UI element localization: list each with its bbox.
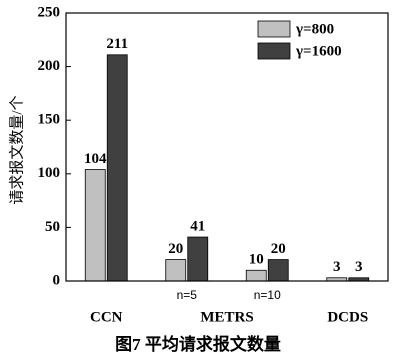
legend-label: γ=800: [295, 21, 334, 37]
y-tick-label: 150: [38, 112, 61, 128]
y-tick-label: 50: [45, 219, 60, 235]
y-tick-label: 100: [38, 165, 61, 181]
bar: [106, 54, 128, 282]
x-tick-label: n=5: [177, 288, 198, 302]
bar: [165, 259, 187, 282]
y-axis-label: 请求报文数量/个: [8, 95, 25, 204]
x-tick-label: DCDS: [327, 309, 368, 325]
data-label: 3: [333, 259, 341, 275]
x-tick-label: CCN: [90, 309, 123, 325]
legend-swatch: [257, 42, 291, 60]
data-label: 20: [271, 241, 286, 257]
bar: [267, 259, 289, 282]
chart-title: 图7 平均请求报文数量: [115, 334, 281, 354]
bar: [84, 169, 106, 282]
legend-swatch: [257, 20, 291, 38]
x-group-label: METRS: [200, 309, 253, 325]
legend-label: γ=1600: [295, 43, 342, 59]
y-tick-label: 200: [38, 58, 61, 74]
data-label: 211: [106, 36, 128, 52]
x-tick-label: n=10: [254, 288, 281, 302]
bar: [245, 269, 267, 282]
plot-frame: [65, 12, 389, 282]
y-tick-label: 250: [38, 4, 61, 20]
data-label: 20: [168, 241, 183, 257]
bar: [187, 236, 209, 282]
data-label: 3: [355, 259, 363, 275]
data-label: 41: [190, 218, 205, 234]
data-label: 10: [249, 252, 264, 268]
y-tick-label: 0: [53, 272, 61, 288]
data-label: 104: [84, 151, 107, 167]
